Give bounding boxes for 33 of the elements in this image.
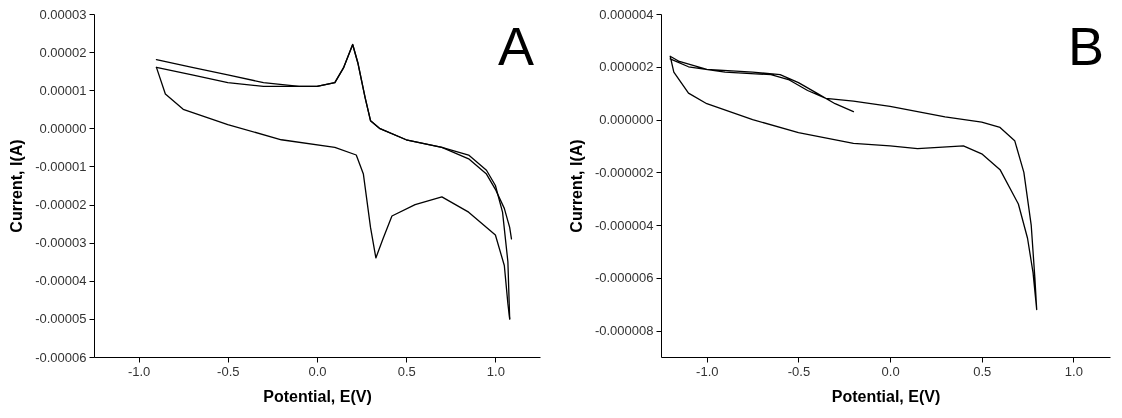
x-tick-label: 0.0 [308, 363, 327, 379]
y-tick-label: -0.00003 [35, 235, 87, 251]
y-tick-label: 0.00000 [39, 120, 87, 136]
annotation: B [1067, 16, 1104, 76]
x-tick-label: 0.5 [397, 363, 416, 379]
x-tick-label: -1.0 [127, 363, 151, 379]
y-tick-label: -0.000006 [594, 270, 654, 286]
x-tick-label: 1.0 [1064, 363, 1083, 379]
y-tick-label: 0.000000 [599, 112, 654, 128]
y-tick-label: -0.00004 [35, 273, 87, 289]
y-tick-label: -0.000004 [594, 217, 654, 233]
y-tick-label: 0.000004 [599, 6, 654, 22]
y-tick-label: -0.000008 [594, 323, 654, 339]
y-axis-title: Current, I(A) [567, 139, 585, 233]
x-axis-title: Potential, E(V) [263, 387, 372, 405]
x-tick-label: 1.0 [486, 363, 505, 379]
y-tick-label: -0.00002 [35, 197, 87, 213]
annotation: A [497, 16, 534, 76]
y-tick-label: 0.000002 [599, 59, 654, 75]
x-tick-label: 0.5 [973, 363, 992, 379]
y-tick-label: 0.00002 [39, 44, 87, 60]
y-tick-label: -0.00006 [35, 349, 87, 365]
x-axis-title: Potential, E(V) [831, 387, 941, 405]
y-axis-title: Current, I(A) [8, 139, 26, 233]
y-tick-label: 0.00003 [39, 6, 87, 22]
x-tick-label: -1.0 [696, 363, 719, 379]
x-tick-label: -0.5 [217, 363, 240, 379]
y-tick-label: 0.00001 [39, 82, 87, 98]
y-tick-label: -0.00001 [35, 158, 87, 174]
y-tick-label: -0.000002 [594, 164, 654, 180]
x-tick-label: -0.5 [787, 363, 811, 379]
x-tick-label: 0.0 [881, 363, 900, 379]
y-tick-label: -0.00005 [35, 311, 87, 327]
